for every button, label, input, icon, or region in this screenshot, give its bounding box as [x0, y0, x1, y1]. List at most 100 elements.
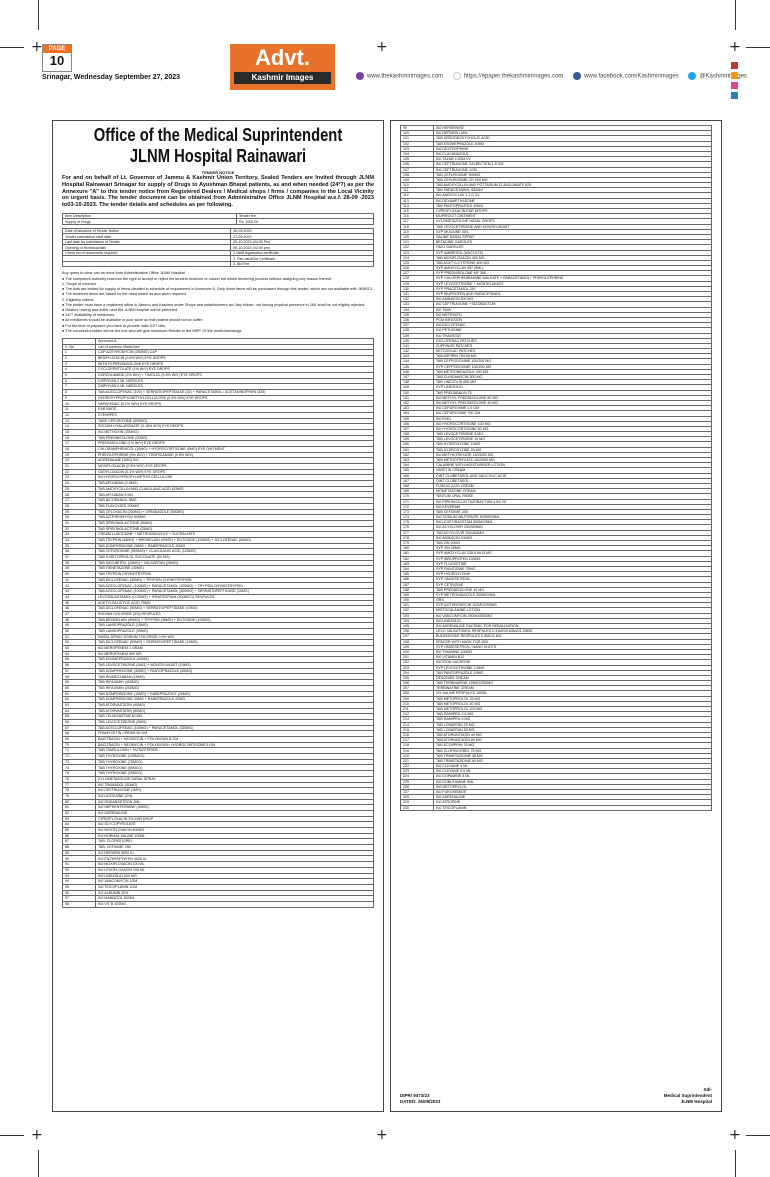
registration-line — [0, 47, 24, 48]
cell-value: INJ TEICOPLANIN — [433, 804, 712, 811]
facebook-icon — [573, 72, 582, 80]
table-row: 98 INJ VIT B 100MG — [62, 901, 374, 908]
registration-line — [0, 1135, 24, 1136]
table-row: 23 INJ HYDROXYPROPYLMETHYLCELLULOSE — [62, 474, 374, 482]
signature-block: Sd/- Medical Suprintendent JLNM Hospital — [664, 1087, 712, 1105]
tender-fee-table: Item Description Tender fee Supply of Drug… — [62, 213, 375, 225]
cell-value: HYDROXYPROPYLMETHYLCELLULOSE (0.3% W/V) … — [95, 394, 374, 402]
cell-value: ADRENALINE (1MG) INJ — [95, 457, 374, 465]
cell-value: TAB APIXABAN 5 MG — [95, 491, 374, 499]
social-links: www.thekashmirimages.com https://epaper.… — [348, 72, 747, 80]
registration-line — [746, 47, 770, 48]
cell-value: DISPOVAN 2 ML NEEDLES — [95, 377, 374, 385]
cell-value: WITH PLPREDNISOLONE EYE DROPS — [95, 360, 374, 368]
table-row: 6 DISPOVAN 2 ML NEEDLES — [62, 377, 374, 385]
table-row: 21 MOXIFLOXACIN (0.5% W/V) EYE DROPS — [62, 463, 374, 470]
table-row: 4 CYCLOPENTOLATE (1% W/V) EYE DROPS — [62, 366, 374, 374]
table-row: 3 WITH PLPREDNISOLONE EYE DROPS — [62, 360, 374, 368]
clause-text: ● All medicines should be available in y… — [62, 318, 204, 323]
cell-value: BESIFLOXACIN (0.6% W/V) EYE DROPS — [95, 355, 374, 362]
table-row: 11 EAR BUDS — [62, 406, 374, 413]
clause-text: 1. Scope of contract — [62, 281, 96, 286]
cell-value: TAB ACECLOFENAC (100) + SERRATIOPEPTIDAS… — [95, 389, 374, 396]
office-title-line1: Office of the Medical Suprintendent — [93, 125, 343, 145]
table-row: 8 TAB ACECLOFENAC (100) + SERRATIOPEPTIDA… — [62, 389, 374, 396]
signature-title: Medical Suprintendent — [663, 1093, 712, 1098]
fee-row: Supply of Drugs Rs. 1000.00 — [62, 218, 375, 225]
table-row: 16 TAB PREDNISOLONE (20MG) — [62, 434, 374, 442]
facebook-link[interactable]: www.facebook.com/Kashmirimages — [584, 73, 679, 80]
annexure-label: Annexure A — [95, 337, 374, 345]
cell-value: INJ VIT B 100MG — [95, 901, 374, 908]
table-row: 26 TAB APIXABAN 5 MG — [62, 491, 374, 499]
table-row: 10 NEPAFENAC (0.1% W/V) EYE DROPS — [62, 400, 374, 408]
table-row: 22 GATIFLOXACIN (0.3% W/V) EYE DROPS — [62, 468, 374, 476]
date-line: Srinagar, Wednesday September 27, 2023 — [42, 74, 180, 81]
clause-text: ● Dealers having and outlet near the JLN… — [62, 307, 178, 312]
cell-value: DISPOVAN 5 ML NEEDLES — [95, 383, 374, 391]
tender-heading: TENDER NOTICE — [201, 170, 235, 175]
advt-title: Advt. — [255, 45, 310, 70]
annexure-row: Annexure A — [62, 337, 374, 345]
cell-value: CAP AZITHROMYCIN (250MG) CAP — [95, 349, 374, 356]
advt-banner: Advt. Kashmir Images — [230, 44, 335, 90]
tender-clauses: Any query to clear can be done from Admi… — [53, 271, 383, 333]
table-row: 2 BESIFLOXACIN (0.6% W/V) EYE DROPS — [62, 355, 374, 362]
notice-right-column: 99 INJ HEPARINISE 100 INJ HEPARIN LMW 101 TAB… — [390, 120, 722, 1112]
table-row: 1 CAP AZITHROMYCIN (250MG) CAP — [62, 349, 374, 356]
registration-line — [735, 1150, 736, 1177]
twitter-link[interactable]: @Kashmirimages — [699, 73, 747, 80]
table-row: 25 TAB AMOXYCILLIN AND CLAVULANIC ACID 62… — [62, 485, 374, 493]
clause-text: ● The bidder must have a registered offi… — [62, 302, 366, 307]
dipr-reference: DIPR/ 9473/23 DATED: 26/09/2023 — [400, 1093, 440, 1105]
office-title: Office of the Medical Suprintendent JLNM… — [83, 125, 354, 167]
registration-mark: + — [31, 1127, 43, 1143]
website-link[interactable]: www.thekashmirimages.com — [367, 73, 444, 80]
table-row: 24 TAB APIXABAN (2.5MG) — [62, 480, 374, 487]
color-tab-icon — [731, 92, 738, 99]
cell-key: 98 — [62, 901, 96, 908]
registration-line — [746, 1135, 770, 1136]
cell-value: PREDNISOLONE (1% W/V) EYE DROPS — [95, 440, 374, 447]
schedule-row: 2. Pan card/Gst Certificate — [61, 255, 374, 262]
table-row: 18 CHLORAMPHENICOL (10MG) + HYDROCORTISON… — [62, 446, 374, 453]
cell-value: TAB AMOXYCILLIN AND CLAVULANIC ACID 625M… — [95, 485, 374, 493]
cell-value: INJ HYDROXYPROPYLMETHYLCELLULOSE — [95, 474, 374, 482]
page-badge: PAGE 10 — [42, 44, 72, 72]
link-icon — [452, 72, 461, 80]
registration-mark: + — [729, 1127, 741, 1143]
table-header: S. No List of common Medicines — [62, 343, 374, 351]
table-row: 19 PHENYLEPHRINE (5% W/V) + TROPICAMIDE (… — [62, 451, 374, 459]
cell-key — [61, 261, 232, 268]
cell-value: 3. Bid Fee — [230, 261, 374, 268]
table-row: 27 TAB NICORANDIL 5MG — [62, 497, 374, 504]
tender-intro: For and on behalf of Lt. Governor of Jam… — [62, 175, 374, 209]
medicines-table-right: 99 INJ HEPARINISE 100 INJ HEPARIN LMW 101 TAB… — [400, 124, 712, 811]
table-row: 20 ADRENALINE (1MG) INJ — [62, 457, 374, 465]
clause-text: Any query to clear can be done from Admi… — [62, 271, 186, 276]
clause-text: ● The successful bidder will be the one … — [62, 328, 243, 333]
registration-mark: + — [376, 39, 388, 55]
cell-value: CYCLOPENTOLATE (1% W/V) EYE DROPS — [95, 366, 374, 374]
twitter-icon — [688, 72, 697, 80]
cell-value: TAB NICORANDIL 5MG — [95, 497, 374, 504]
dipr-number: DIPR/ 9473/23 — [400, 1093, 430, 1098]
cell-value: TAB PREDNISOLONE (20MG) — [95, 434, 374, 442]
page-header: PAGE 10 Srinagar, Wednesday September 27… — [42, 44, 747, 92]
epaper-link[interactable]: https://epaper.thekashmirimages.com — [463, 73, 564, 80]
side-icons — [731, 62, 739, 102]
table-row: 28 TAB FLAVOXATE 200MG — [62, 502, 374, 510]
signature-sd: Sd/- — [703, 1087, 713, 1092]
registration-line — [735, 0, 736, 30]
color-tab-icon — [731, 62, 738, 69]
page-label: PAGE — [43, 45, 71, 53]
table-row: 13 TABS CEFUROXIME (500MG) — [62, 417, 374, 425]
schedule-table: Date of issuance of Tender Notice 26-09-2… — [61, 228, 374, 268]
registration-mark: + — [376, 1127, 388, 1143]
schedule-row: 3. Bid Fee — [61, 261, 374, 268]
col-name: List of common Medicines — [95, 343, 374, 351]
clause-text: ● The competent authority reserves the r… — [62, 276, 333, 281]
cell-key: Supply of Drugs — [62, 218, 237, 225]
cell-key: 230 — [400, 804, 434, 811]
cell-value: Rs. 1000.00 — [235, 218, 375, 225]
